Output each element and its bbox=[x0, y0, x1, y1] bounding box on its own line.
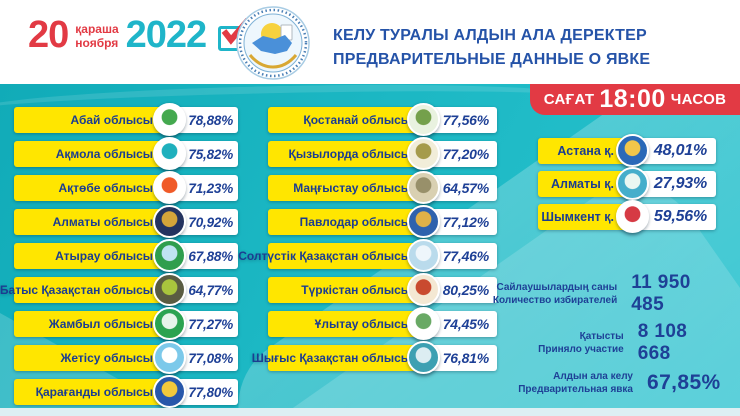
atyrau-oblast-emblem-icon bbox=[153, 239, 186, 272]
stat-label-ru: Предварительная явка bbox=[518, 384, 633, 395]
turkestan-oblast-emblem-icon bbox=[407, 273, 440, 306]
region-name-label: Солтүстік Қазақстан облысы bbox=[238, 243, 425, 269]
date-month-kk: қараша bbox=[75, 22, 119, 36]
stat-row-turnout: Алдын ала келу Предварительная явка 67,8… bbox=[420, 370, 722, 396]
stat-row-participated: Қатысты Приняло участие 8 108 668 bbox=[420, 321, 722, 365]
aqmola-oblast-emblem-icon bbox=[153, 137, 186, 170]
region-name-label: Қызылорда облысы bbox=[268, 141, 425, 167]
east-kazakhstan-oblast-emblem-icon bbox=[407, 341, 440, 374]
time-banner-label-kk: САҒАТ bbox=[543, 91, 595, 108]
region-row: Ақтөбе облысы 71,23% bbox=[14, 171, 238, 204]
region-row: Жамбыл облысы 77,27% bbox=[14, 307, 238, 340]
title-line-ru: ПРЕДВАРИТЕЛЬНЫЕ ДАННЫЕ О ЯВКЕ bbox=[333, 51, 651, 68]
karaganda-oblast-emblem-icon bbox=[153, 375, 186, 408]
stat-value-turnout: 67,85% bbox=[647, 371, 721, 394]
turnout-value: 59,56% bbox=[634, 204, 716, 230]
west-kazakhstan-oblast-emblem-icon bbox=[153, 273, 186, 306]
stat-value-participated: 8 108 668 bbox=[637, 321, 688, 364]
region-row: Қостанай облысы 77,56% bbox=[268, 103, 497, 136]
city-column-right: Астана қ. 48,01% Алматы қ. 27,93% Шымкент қ.… bbox=[538, 134, 716, 237]
abai-oblast-emblem-icon bbox=[153, 103, 186, 136]
region-name-label: Абай облысы bbox=[14, 107, 171, 133]
region-name-label: Ақтөбе облысы bbox=[14, 175, 171, 201]
stat-label-kk: Сайлаушылардың саны bbox=[496, 282, 618, 293]
north-kazakhstan-oblast-emblem-icon bbox=[407, 239, 440, 272]
region-name-label: Маңғыстау облысы bbox=[268, 175, 425, 201]
region-name-label: Ұлытау облысы bbox=[268, 311, 425, 337]
region-row: Павлодар облысы 77,12% bbox=[268, 205, 497, 238]
shymkent-city-emblem-icon bbox=[616, 200, 649, 233]
region-row: Қарағанды облысы 77,80% bbox=[14, 375, 238, 408]
region-row: Ақмола облысы 75,82% bbox=[14, 137, 238, 170]
aqtobe-oblast-emblem-icon bbox=[153, 171, 186, 204]
time-banner-label-ru: ЧАСОВ bbox=[670, 91, 727, 108]
region-row: Түркістан облысы 80,25% bbox=[268, 273, 497, 306]
stat-label: Сайлаушылардың саны Количество избирател… bbox=[420, 281, 617, 307]
region-name-label: Ақмола облысы bbox=[14, 141, 171, 167]
region-name-label: Павлодар облысы bbox=[268, 209, 425, 235]
region-name-label: Қарағанды облысы bbox=[14, 379, 171, 405]
region-row: Батыс Қазақстан облысы 64,77% bbox=[0, 273, 238, 306]
region-row: Шымкент қ. 59,56% bbox=[538, 200, 716, 233]
region-row: Солтүстік Қазақстан облысы 77,46% bbox=[238, 239, 497, 272]
date-months: қараша ноября bbox=[75, 22, 119, 51]
stat-label-kk: Алдын ала келу bbox=[553, 371, 633, 382]
date-day: 20 bbox=[28, 14, 69, 56]
main-panel: САҒАТ 18:00 ЧАСОВ Абай облысы 78,88% Ақмол… bbox=[0, 84, 740, 408]
mangystau-oblast-emblem-icon bbox=[407, 171, 440, 204]
region-name-label: Атырау облысы bbox=[14, 243, 171, 269]
almaty-city-emblem-icon bbox=[616, 167, 649, 200]
central-election-commission-seal-icon bbox=[236, 6, 310, 80]
region-row: Ұлытау облысы 74,45% bbox=[268, 307, 497, 340]
region-row: Маңғыстау облысы 64,57% bbox=[268, 171, 497, 204]
stat-row-voters: Сайлаушылардың саны Количество избирател… bbox=[420, 272, 722, 316]
turnout-value: 77,20% bbox=[425, 141, 497, 167]
date-month-ru: ноября bbox=[75, 35, 119, 50]
almaty-oblast-emblem-icon bbox=[153, 205, 186, 238]
page-title: КЕЛУ ТУРАЛЫ АЛДЫН АЛА ДЕРЕКТЕР ПРЕДВАРИТ… bbox=[333, 24, 650, 72]
region-row: Астана қ. 48,01% bbox=[538, 134, 716, 167]
kyzylorda-oblast-emblem-icon bbox=[407, 137, 440, 170]
region-name-label: Батыс Қазақстан облысы bbox=[0, 277, 171, 303]
stat-label: Қатысты Приняло участие bbox=[420, 330, 624, 356]
totals-block: Сайлаушылардың саны Количество избирател… bbox=[420, 272, 722, 401]
astana-city-emblem-icon bbox=[616, 134, 649, 167]
title-line-kk: КЕЛУ ТУРАЛЫ АЛДЫН АЛА ДЕРЕКТЕР bbox=[333, 27, 647, 44]
stat-label-kk: Қатысты bbox=[579, 331, 624, 342]
region-row: Атырау облысы 67,88% bbox=[14, 239, 238, 272]
stat-value-voters: 11 950 485 bbox=[631, 272, 691, 315]
region-row: Алматы қ. 27,93% bbox=[538, 167, 716, 200]
region-row: Алматы облысы 70,92% bbox=[14, 205, 238, 238]
region-name-label: Жетісу облысы bbox=[14, 345, 171, 371]
time-banner: САҒАТ 18:00 ЧАСОВ bbox=[530, 84, 740, 115]
region-name-label: Жамбыл облысы bbox=[14, 311, 171, 337]
region-row: Жетісу облысы 77,08% bbox=[14, 341, 238, 374]
region-row: Абай облысы 78,88% bbox=[14, 103, 238, 136]
region-row: Шығыс Қазақстан облысы 76,81% bbox=[252, 341, 497, 374]
region-name-label: Қостанай облысы bbox=[268, 107, 425, 133]
region-name-label: Түркістан облысы bbox=[268, 277, 425, 303]
zhambyl-oblast-emblem-icon bbox=[153, 307, 186, 340]
footer-strip bbox=[0, 408, 740, 416]
region-name-label: Алматы облысы bbox=[14, 209, 171, 235]
header: 20 қараша ноября 2022 КЕЛУ ТУРАЛЫ АЛД bbox=[0, 0, 740, 84]
region-column-middle: Қостанай облысы 77,56% Қызылорда облысы 77,… bbox=[238, 103, 497, 379]
time-banner-time: 18:00 bbox=[599, 85, 666, 113]
turnout-value: 77,08% bbox=[171, 345, 238, 371]
pavlodar-oblast-emblem-icon bbox=[407, 205, 440, 238]
stat-label-ru: Приняло участие bbox=[538, 344, 624, 355]
stat-label: Алдын ала келу Предварительная явка bbox=[420, 370, 633, 396]
date-year: 2022 bbox=[125, 14, 208, 56]
kostanay-oblast-emblem-icon bbox=[407, 103, 440, 136]
region-row: Қызылорда облысы 77,20% bbox=[268, 137, 497, 170]
region-column-left: Абай облысы 78,88% Ақмола облысы 75,82% Ақтө… bbox=[0, 103, 238, 408]
stat-label-ru: Количество избирателей bbox=[492, 295, 618, 306]
region-name-label: Шығыс Қазақстан облысы bbox=[252, 345, 425, 371]
election-date: 20 қараша ноября 2022 bbox=[28, 14, 251, 56]
ulytau-oblast-emblem-icon bbox=[407, 307, 440, 340]
zhetisu-oblast-emblem-icon bbox=[153, 341, 186, 374]
